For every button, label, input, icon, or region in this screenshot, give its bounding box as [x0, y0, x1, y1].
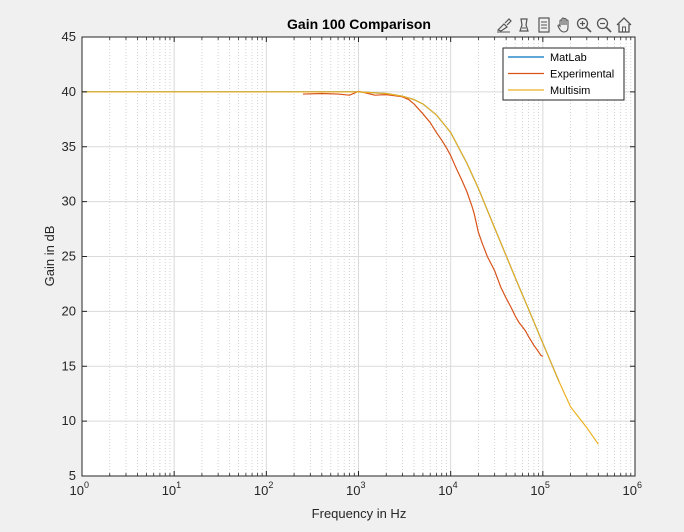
y-axis-label: Gain in dB — [42, 226, 57, 287]
zoom-out-icon[interactable] — [594, 15, 614, 35]
x-tick-label: 10 — [346, 483, 360, 498]
x-tick-label-exponent: 2 — [268, 480, 273, 490]
x-tick-label-exponent: 6 — [637, 480, 642, 490]
series-line-experimental — [302, 90, 544, 357]
x-axis-label: Frequency in Hz — [312, 506, 407, 521]
series-line-multisim — [82, 91, 599, 445]
y-tick-label: 45 — [62, 29, 76, 44]
chart-title: Gain 100 Comparison — [287, 16, 431, 32]
x-tick-label: 10 — [438, 483, 452, 498]
legend-icon[interactable] — [534, 15, 554, 35]
y-tick-label: 5 — [69, 468, 76, 483]
x-tick-label: 10 — [623, 483, 637, 498]
legend[interactable]: MatLab Experimental Multisim — [502, 47, 625, 101]
y-tick-label: 10 — [62, 413, 76, 428]
x-tick-label: 10 — [254, 483, 268, 498]
legend-entry-experimental-label: Experimental — [550, 69, 614, 81]
x-tick-label: 10 — [530, 483, 544, 498]
x-tick-label: 10 — [162, 483, 176, 498]
data-tips-icon[interactable] — [514, 15, 534, 35]
x-tick-label-exponent: 3 — [361, 480, 366, 490]
y-tick-label: 25 — [62, 249, 76, 264]
y-tick-label: 15 — [62, 358, 76, 373]
x-tick-label: 10 — [70, 483, 84, 498]
pan-hand-icon[interactable] — [554, 15, 574, 35]
zoom-in-icon[interactable] — [574, 15, 594, 35]
y-tick-label: 40 — [62, 84, 76, 99]
x-tick-label-exponent: 5 — [545, 480, 550, 490]
y-tick-label: 30 — [62, 194, 76, 209]
y-tick-label: 35 — [62, 139, 76, 154]
axes-toolbar — [494, 14, 634, 36]
home-icon[interactable] — [614, 15, 634, 35]
legend-entry-matlab-label: MatLab — [550, 52, 587, 64]
x-tick-label-exponent: 1 — [176, 480, 181, 490]
y-tick-label: 20 — [62, 303, 76, 318]
brush-icon[interactable] — [494, 15, 514, 35]
legend-entry-multisim-label: Multisim — [550, 85, 590, 97]
x-tick-label-exponent: 4 — [453, 480, 458, 490]
x-tick-label-exponent: 0 — [84, 480, 89, 490]
